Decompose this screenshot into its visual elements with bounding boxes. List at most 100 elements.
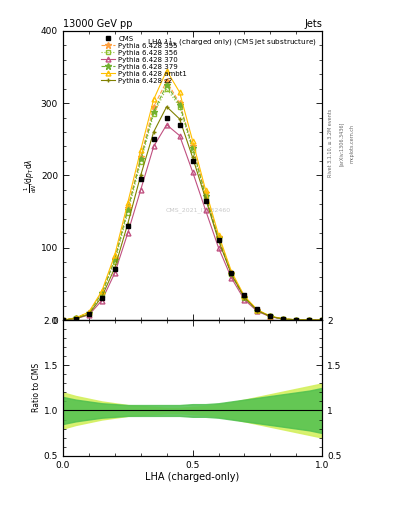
Pythia 6.428 355 [164,78,169,84]
Line: Pythia 6.428 370: Pythia 6.428 370 [61,122,325,323]
Pythia 6.428 355 [203,190,208,197]
Pythia 6.428 370 [255,308,260,314]
CMS [177,122,182,128]
Pythia 6.428 355 [86,310,91,316]
Pythia 6.428 z2 [203,196,208,202]
Line: Pythia 6.428 379: Pythia 6.428 379 [60,82,325,323]
Pythia 6.428 ambt1 [203,187,208,193]
Pythia 6.428 370 [112,270,117,276]
Pythia 6.428 355 [112,255,117,262]
Pythia 6.428 356 [177,103,182,110]
Pythia 6.428 370 [307,317,312,323]
CMS [190,158,195,164]
Pythia 6.428 379 [151,109,156,115]
Pythia 6.428 z2 [268,313,273,319]
Legend: CMS, Pythia 6.428 355, Pythia 6.428 356, Pythia 6.428 370, Pythia 6.428 379, Pyt: CMS, Pythia 6.428 355, Pythia 6.428 356,… [99,33,190,87]
Pythia 6.428 z2 [294,317,299,323]
CMS [203,198,208,204]
Line: Pythia 6.428 ambt1: Pythia 6.428 ambt1 [61,68,325,323]
Pythia 6.428 379 [190,145,195,151]
Pythia 6.428 379 [164,82,169,88]
Pythia 6.428 z2 [164,103,169,110]
Pythia 6.428 355 [61,317,65,323]
CMS [112,266,117,272]
CMS [138,176,143,182]
Pythia 6.428 370 [86,312,91,318]
Pythia 6.428 355 [294,317,299,323]
Pythia 6.428 z2 [177,116,182,122]
Pythia 6.428 356 [164,86,169,92]
Pythia 6.428 356 [203,194,208,200]
Pythia 6.428 z2 [307,317,312,323]
Pythia 6.428 356 [268,313,273,319]
Pythia 6.428 370 [151,143,156,150]
Pythia 6.428 379 [229,271,234,278]
Pythia 6.428 ambt1 [177,89,182,95]
Pythia 6.428 379 [99,290,104,296]
Pythia 6.428 z2 [138,173,143,179]
Pythia 6.428 370 [242,297,247,303]
Pythia 6.428 379 [125,207,130,213]
Pythia 6.428 355 [242,294,247,300]
CMS [164,115,169,121]
CMS [86,311,91,317]
Pythia 6.428 370 [164,122,169,128]
Text: Rivet 3.1.10, ≥ 3.2M events: Rivet 3.1.10, ≥ 3.2M events [328,109,333,178]
Pythia 6.428 356 [190,147,195,153]
Pythia 6.428 ambt1 [138,147,143,153]
Pythia 6.428 370 [294,317,299,323]
Pythia 6.428 379 [216,235,221,241]
Pythia 6.428 356 [86,310,91,316]
Pythia 6.428 355 [177,100,182,106]
Pythia 6.428 z2 [151,129,156,135]
CMS [281,315,286,322]
Pythia 6.428 ambt1 [61,317,65,323]
Pythia 6.428 ambt1 [281,316,286,322]
Pythia 6.428 z2 [281,316,286,322]
Line: Pythia 6.428 355: Pythia 6.428 355 [60,78,325,323]
Pythia 6.428 370 [216,245,221,251]
Pythia 6.428 379 [112,257,117,263]
Pythia 6.428 370 [99,297,104,304]
Pythia 6.428 379 [281,316,286,322]
Pythia 6.428 z2 [229,271,234,278]
CMS [307,317,312,323]
Pythia 6.428 355 [307,317,312,323]
Pythia 6.428 356 [138,159,143,165]
Pythia 6.428 z2 [255,308,260,314]
Pythia 6.428 355 [255,307,260,313]
Pythia 6.428 ambt1 [268,313,273,319]
Pythia 6.428 370 [177,133,182,139]
Line: Pythia 6.428 z2: Pythia 6.428 z2 [61,104,325,323]
Pythia 6.428 355 [99,289,104,295]
Pythia 6.428 ambt1 [320,317,325,323]
Pythia 6.428 z2 [216,238,221,244]
Pythia 6.428 ambt1 [99,288,104,294]
Pythia 6.428 ambt1 [125,200,130,206]
CMS [73,315,78,322]
Pythia 6.428 356 [125,210,130,216]
Text: LHA $\lambda^{1}_{0.5}$ (charged only) (CMS jet substructure): LHA $\lambda^{1}_{0.5}$ (charged only) (… [147,36,317,50]
Pythia 6.428 356 [307,317,312,323]
Pythia 6.428 379 [138,156,143,162]
CMS [229,270,234,276]
Pythia 6.428 370 [268,314,273,320]
Pythia 6.428 355 [73,315,78,321]
Pythia 6.428 ambt1 [190,138,195,144]
Pythia 6.428 ambt1 [242,293,247,299]
Pythia 6.428 z2 [86,311,91,317]
Line: CMS: CMS [61,116,324,322]
Pythia 6.428 370 [61,317,65,323]
Pythia 6.428 z2 [190,154,195,160]
CMS [242,292,247,298]
Pythia 6.428 356 [112,259,117,265]
Pythia 6.428 ambt1 [151,96,156,102]
Pythia 6.428 370 [229,275,234,281]
Pythia 6.428 355 [229,270,234,276]
Pythia 6.428 356 [99,292,104,298]
Pythia 6.428 370 [320,317,325,323]
Pythia 6.428 356 [73,315,78,321]
Y-axis label: $\frac{1}{\mathrm{d}N} / \mathrm{d}p_\mathrm{T} \mathrm{d}\lambda$: $\frac{1}{\mathrm{d}N} / \mathrm{d}p_\ma… [23,158,39,193]
Pythia 6.428 ambt1 [255,307,260,313]
Pythia 6.428 379 [268,313,273,319]
